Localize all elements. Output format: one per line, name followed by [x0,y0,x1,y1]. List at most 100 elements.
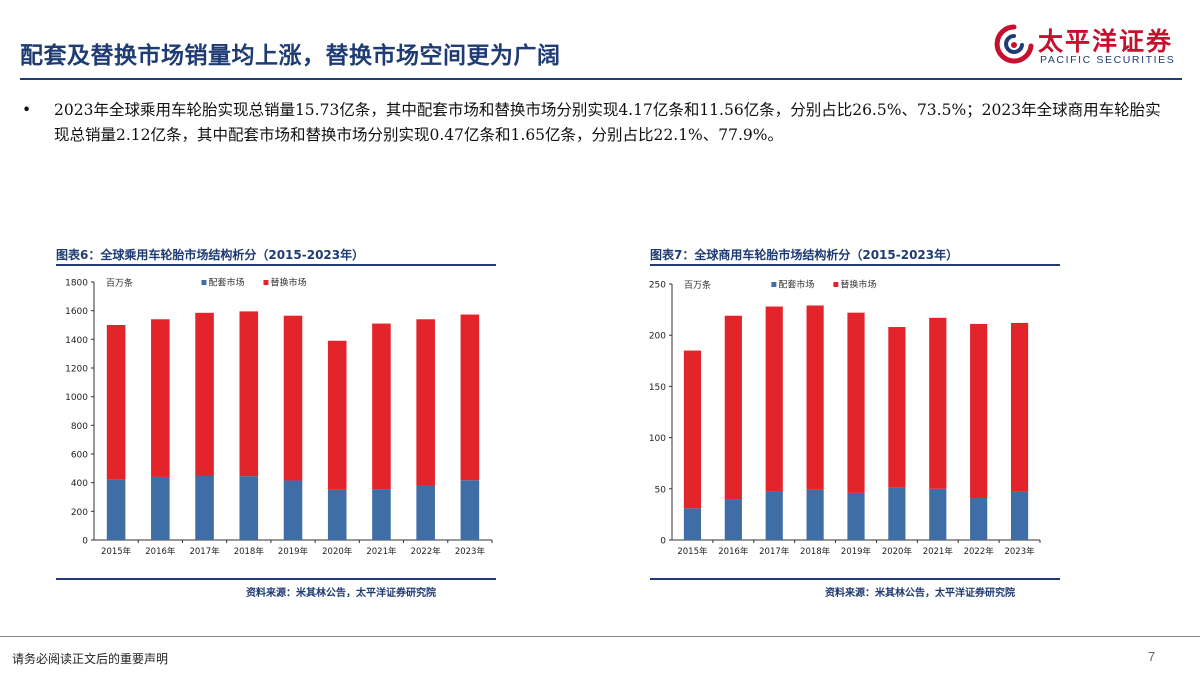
logo-english-name: PACIFIC SECURITIES [1040,54,1176,66]
y-tick-label: 1600 [65,307,88,317]
bar-oem [1010,491,1029,540]
bar-oem [929,488,947,540]
bar-oem [372,489,391,540]
bar-replacement [683,350,702,509]
legend-label: 替换市场 [840,279,876,291]
bar-oem [195,475,214,540]
x-tick-label: 2023年 [455,546,486,557]
bar-oem [283,480,303,540]
y-tick-label: 0 [660,537,666,547]
bar-oem [683,508,702,540]
y-tick-label: 150 [649,383,666,393]
summary-bullet: • 2023年全球乘用车轮胎实现总销量15.73亿条，其中配套市场和替换市场分别… [22,98,1172,148]
legend-label: 配套市场 [208,277,244,289]
y-tick-label: 200 [649,332,666,342]
chart-source: 资料来源：米其林公告，太平洋证券研究院 [246,588,436,599]
chart-panel-commercial: 图表7：全球商用车轮胎市场结构析分（2015-2023年） 0 50 100 150 2… [649,246,1060,602]
bar-oem [888,487,906,540]
bar-replacement [327,340,347,490]
x-tick-label: 2019年 [841,546,872,557]
y-unit-label: 百万条 [684,279,711,291]
x-tick-label: 2020年 [882,546,913,557]
chart-panel-passenger: 图表6：全球乘用车轮胎市场结构析分（2015-2023年） 0 200 400 600… [56,246,496,602]
bar-replacement [806,305,824,490]
bar-replacement [1010,322,1029,492]
bar-replacement [460,314,480,481]
bullet-symbol: • [22,101,32,119]
x-tick-label: 2019年 [278,546,309,557]
source-divider [56,578,496,580]
x-tick-label: 2020年 [322,546,353,557]
chart-caption: 图表6：全球乘用车轮胎市场结构析分（2015-2023年） [56,248,365,262]
bar-oem [106,479,126,540]
bar-replacement [151,319,170,477]
bar-oem [327,489,347,540]
y-tick-label: 800 [71,422,88,432]
bar-oem [151,476,170,540]
legend-swatch [833,282,839,287]
y-tick-label: 1000 [65,393,88,403]
y-tick-label: 0 [82,537,88,547]
y-tick-label: 250 [649,281,666,291]
bar-replacement [106,325,126,480]
x-tick-label: 2021年 [366,546,397,557]
bar-replacement [888,327,906,488]
bar-replacement [416,319,435,486]
y-tick-label: 50 [655,485,667,495]
x-tick-label: 2018年 [800,546,831,557]
chart-caption: 图表7：全球商用车轮胎市场结构析分（2015-2023年） [650,248,959,262]
source-divider [650,578,1060,580]
page-number: 7 [1148,649,1156,664]
y-tick-label: 200 [71,508,88,518]
bar-oem [460,480,480,540]
bar-replacement [929,317,947,489]
bar-oem [765,491,783,540]
legend-swatch [263,280,269,285]
pacific-logo-icon [994,24,1034,64]
caption-divider [650,264,1060,266]
bar-replacement [724,315,742,500]
passenger-tire-chart: 0 200 400 600 800 1000 1200 1400 1600 1800 百万条 配套市场… [65,277,493,557]
chart-source: 资料来源：米其林公告，太平洋证券研究院 [825,588,1015,599]
y-unit-label: 百万条 [106,277,133,289]
caption-divider [56,264,496,266]
legend-label: 配套市场 [778,279,814,291]
footer-divider [0,636,1200,637]
bar-replacement [372,323,391,490]
x-tick-label: 2016年 [718,546,749,557]
bar-replacement [239,311,259,477]
legend-swatch [771,282,777,287]
summary-text: 2023年全球乘用车轮胎实现总销量15.73亿条，其中配套市场和替换市场分别实现… [54,101,1161,144]
x-tick-label: 2021年 [923,546,954,557]
y-tick-label: 1200 [65,365,88,375]
title-divider [20,78,1182,80]
bar-oem [416,485,435,540]
legend-label: 替换市场 [270,277,306,289]
logo-chinese-name: 太平洋证券 [1038,27,1174,56]
x-tick-label: 2022年 [964,546,995,557]
x-tick-label: 2015年 [677,546,708,557]
bar-replacement [283,315,303,481]
bar-oem [970,498,988,540]
bar-oem [847,492,865,540]
company-logo: 太平洋证券 PACIFIC SECURITIES [994,22,1186,72]
x-tick-label: 2017年 [189,546,220,557]
y-tick-label: 1800 [65,279,88,289]
x-tick-label: 2017年 [759,546,790,557]
bar-replacement [970,323,988,499]
bar-replacement [847,312,865,493]
footer-disclaimer: 请务必阅读正文后的重要声明 [12,652,169,666]
x-tick-label: 2018年 [234,546,265,557]
legend-swatch [201,280,207,285]
x-tick-label: 2015年 [101,546,132,557]
x-tick-label: 2023年 [1004,546,1035,557]
bar-replacement [195,312,214,476]
y-tick-label: 100 [649,434,666,444]
y-tick-label: 1400 [65,336,88,346]
y-tick-label: 600 [71,451,88,461]
commercial-tire-chart: 0 50 100 150 200 250 百万条 配套市场 替换市场 2015年 2016年 2017… [649,279,1041,557]
x-tick-label: 2022年 [411,546,442,557]
bar-oem [724,499,742,540]
y-tick-label: 400 [71,479,88,489]
bar-replacement [765,306,783,492]
